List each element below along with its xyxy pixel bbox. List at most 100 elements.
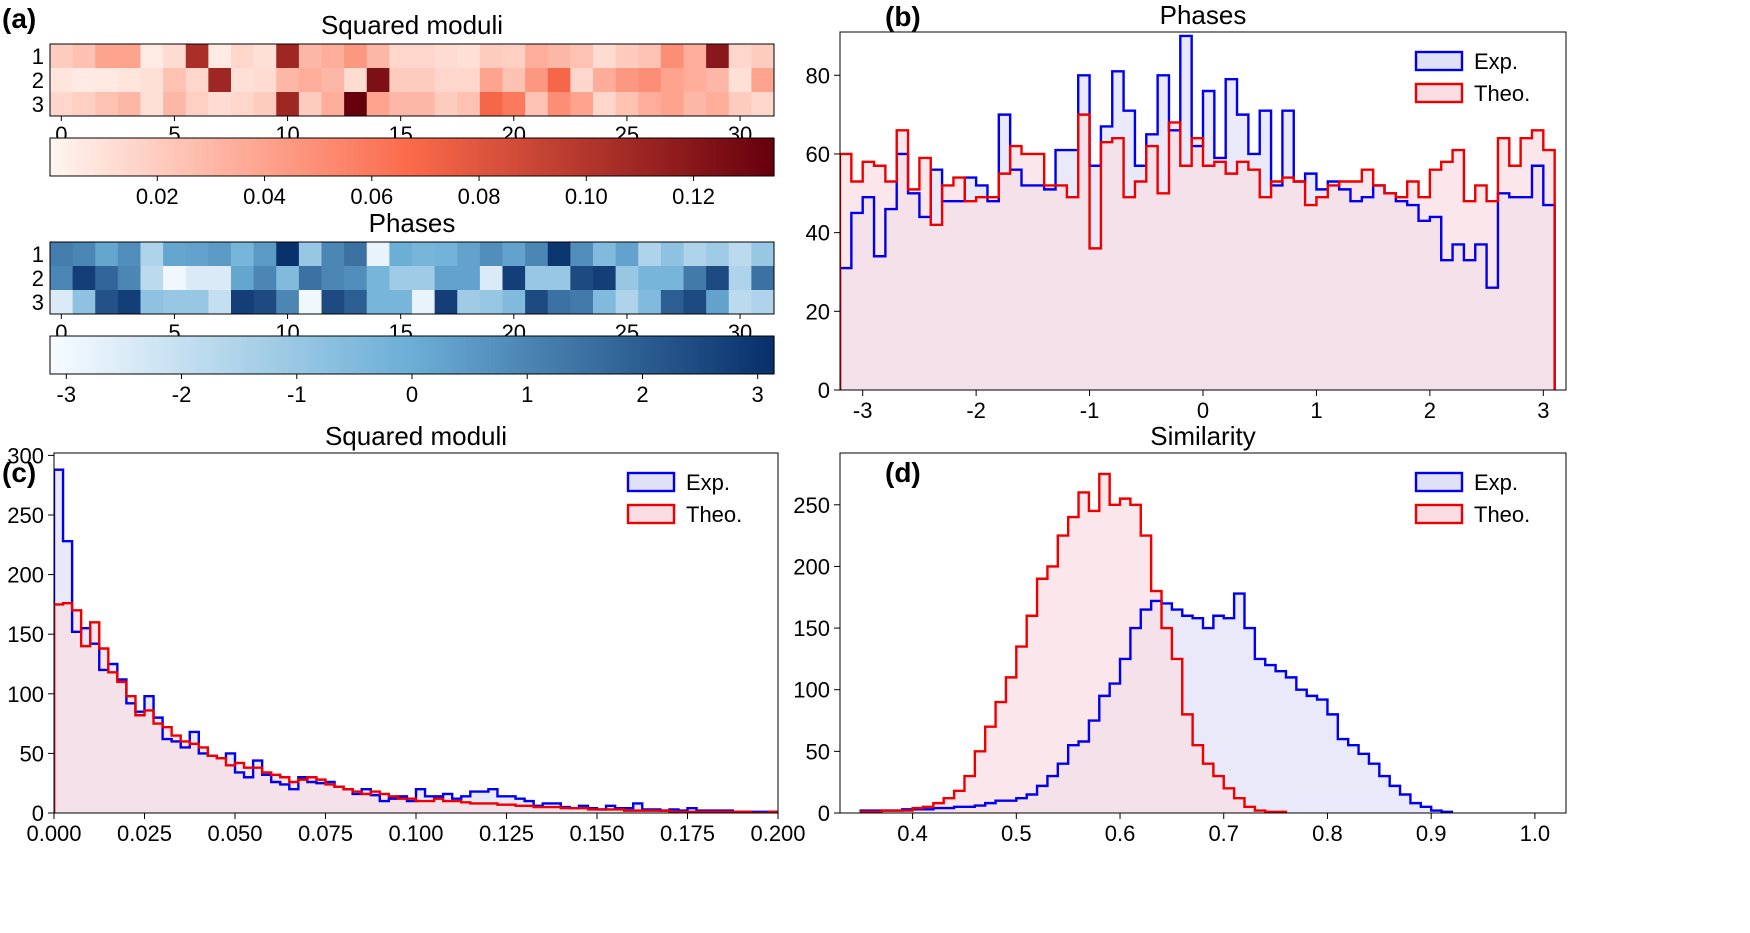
moduli-cell	[276, 68, 300, 93]
phases-cell	[412, 266, 436, 291]
moduli-colorbar-segment	[625, 138, 630, 176]
x-tick-label: 0.175	[660, 821, 715, 846]
moduli-colorbar-segment	[708, 138, 714, 176]
y-tick-label: 300	[7, 443, 44, 468]
phases-colorbar-segment	[574, 336, 580, 374]
series-line-0	[54, 468, 778, 813]
phases-cell	[457, 242, 481, 267]
moduli-colorbar-segment	[582, 138, 587, 176]
phases-cell	[72, 266, 96, 291]
x-tick-label: 0	[1197, 398, 1209, 423]
phases-row-label: 2	[32, 266, 44, 291]
legend-label-0: Exp.	[1474, 49, 1518, 74]
moduli-cell	[50, 44, 74, 69]
moduli-cell	[72, 92, 96, 117]
phases-cell	[163, 290, 187, 315]
moduli-colorbar-segment	[535, 138, 540, 176]
moduli-colorbar-segment	[745, 138, 750, 176]
phases-cell	[208, 242, 232, 267]
moduli-colorbar-segment	[459, 138, 464, 176]
phases-colorbar-segment	[748, 336, 753, 374]
moduli-colorbar-segment	[93, 138, 98, 176]
moduli-cell	[615, 68, 639, 93]
phases-colorbar-segment	[256, 336, 261, 374]
phases-colorbar-segment	[100, 336, 105, 374]
moduli-colorbar-segment	[281, 138, 286, 176]
phases-colorbar-segment	[661, 336, 666, 374]
moduli-colorbar-segment	[205, 138, 210, 176]
moduli-cell	[638, 68, 662, 93]
phases-colorbar-segment	[737, 336, 743, 374]
moduli-colorbar-segment	[723, 138, 728, 176]
y-tick-label: 0	[32, 801, 44, 826]
phases-colorbar-segment	[393, 336, 399, 374]
moduli-cell	[389, 44, 413, 69]
moduli-cell	[117, 92, 141, 117]
phases-colorbar-segment	[726, 336, 732, 374]
phases-colorbar-segment	[766, 336, 771, 374]
phases-cell	[253, 266, 277, 291]
moduli-cell	[163, 44, 187, 69]
phases-colorbar-segment	[549, 336, 554, 374]
moduli-colorbar-segment	[636, 138, 641, 176]
moduli-colorbar-segment	[730, 138, 735, 176]
moduli-colorbar-segment	[191, 138, 196, 176]
phases-colorbar-segment	[321, 336, 326, 374]
moduli-colorbar-segment	[100, 138, 105, 176]
moduli-cell	[366, 44, 390, 69]
x-tick-label: 1	[1310, 398, 1322, 423]
moduli-colorbar-segment	[68, 138, 73, 176]
moduli-colorbar-segment	[549, 138, 554, 176]
moduli-colorbar-segment	[288, 138, 294, 176]
phases-cell	[366, 242, 390, 267]
x-tick-label: 0.050	[207, 821, 262, 846]
moduli-colorbar-segment	[111, 138, 116, 176]
y-tick-label: 100	[793, 678, 830, 703]
phases-cell	[706, 266, 730, 291]
x-tick-label: -2	[966, 398, 986, 423]
legend-label-1: Theo.	[1474, 502, 1530, 527]
phases-colorbar-segment	[278, 336, 283, 374]
moduli-colorbar-segment	[321, 138, 326, 176]
phases-colorbar-segment	[346, 336, 352, 374]
phases-colorbar-segment	[524, 336, 529, 374]
phases-cell	[660, 242, 684, 267]
moduli-colorbar-segment	[314, 138, 319, 176]
phases-colorbar-segment	[484, 336, 489, 374]
moduli-cell	[728, 92, 752, 117]
moduli-colorbar-segment	[679, 138, 685, 176]
phases-colorbar-segment	[263, 336, 268, 374]
phases-colorbar-segment	[708, 336, 714, 374]
phases-colorbar-segment	[267, 336, 272, 374]
moduli-colorbar-segment	[603, 138, 609, 176]
moduli-cell	[706, 68, 730, 93]
phases-cell	[185, 242, 209, 267]
moduli-cell	[638, 92, 662, 117]
moduli-cell	[95, 68, 119, 93]
phases-colorbar-segment	[368, 336, 373, 374]
phases-cell	[50, 266, 74, 291]
moduli-colorbar-segment	[78, 138, 84, 176]
phases-cell	[434, 242, 458, 267]
moduli-colorbar-segment	[560, 138, 565, 176]
moduli-cell	[163, 68, 187, 93]
moduli-colorbar-segment	[593, 138, 598, 176]
moduli-colorbar-segment	[71, 138, 76, 176]
y-tick-label: 100	[7, 682, 44, 707]
moduli-cell	[253, 44, 277, 69]
x-tick-label: 0.6	[1105, 821, 1136, 846]
moduli-colorbar-tick-label: 0.12	[672, 184, 715, 209]
phases-colorbar-segment	[122, 336, 127, 374]
phases-colorbar: -3 -2 -1 0 1 2 3	[49, 335, 775, 407]
moduli-colorbar-segment	[440, 138, 446, 176]
phases-colorbar-segment	[553, 336, 558, 374]
moduli-colorbar-segment	[748, 138, 753, 176]
phases-cell	[366, 266, 390, 291]
phases-colorbar-segment	[354, 336, 359, 374]
phases-cell	[502, 290, 526, 315]
moduli-colorbar-segment	[339, 138, 344, 176]
moduli-colorbar-segment	[480, 138, 485, 176]
phases-cell	[208, 266, 232, 291]
moduli-colorbar-segment	[694, 138, 699, 176]
